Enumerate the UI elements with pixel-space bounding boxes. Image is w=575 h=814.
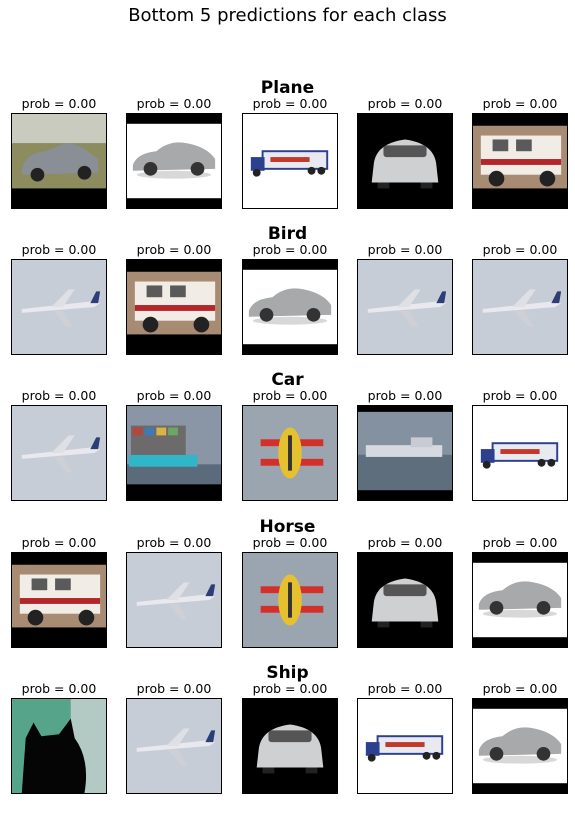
class-title-bird: Bird [267, 224, 308, 244]
prob-label: prob = 0.00 [21, 535, 97, 550]
thumbnail-airplane [126, 698, 222, 794]
prob-label: prob = 0.00 [252, 681, 328, 696]
prob-label: prob = 0.00 [367, 242, 443, 257]
prob-label: prob = 0.00 [252, 242, 328, 257]
thumbnail-fire-truck [472, 113, 568, 209]
thumbnail-sedan-car [11, 113, 107, 209]
thumbnail-biplane [242, 552, 338, 648]
thumbnail-airplane [126, 552, 222, 648]
thumbnail-truck [472, 405, 568, 501]
thumbnail-truck [357, 698, 453, 794]
thumbnail-ship [357, 405, 453, 501]
thumbnail-sports-car [242, 259, 338, 355]
class-title-horse: Horse [259, 517, 316, 537]
prob-label: prob = 0.00 [252, 535, 328, 550]
prob-label: prob = 0.00 [252, 96, 328, 111]
prob-label: prob = 0.00 [21, 242, 97, 257]
thumbnail-cat [11, 698, 107, 794]
class-title-plane: Plane [260, 78, 315, 98]
class-title-car: Car [271, 370, 304, 390]
thumbnail-truck [242, 113, 338, 209]
thumbnail-airplane [11, 259, 107, 355]
prob-label: prob = 0.00 [21, 681, 97, 696]
prob-label: prob = 0.00 [136, 535, 212, 550]
thumbnail-sports-car [472, 552, 568, 648]
prob-label: prob = 0.00 [482, 535, 558, 550]
prob-label: prob = 0.00 [252, 388, 328, 403]
prob-label: prob = 0.00 [21, 388, 97, 403]
thumbnail-sports-car [472, 698, 568, 794]
prob-label: prob = 0.00 [367, 535, 443, 550]
prob-label: prob = 0.00 [482, 96, 558, 111]
thumbnail-sports-car-front [357, 552, 453, 648]
prob-label: prob = 0.00 [21, 96, 97, 111]
prob-label: prob = 0.00 [482, 242, 558, 257]
thumbnail-sports-car-front [242, 698, 338, 794]
thumbnail-sports-car-front [357, 113, 453, 209]
thumbnail-biplane [242, 405, 338, 501]
prob-label: prob = 0.00 [367, 388, 443, 403]
figure-title: Bottom 5 predictions for each class [128, 5, 447, 26]
prob-label: prob = 0.00 [367, 681, 443, 696]
class-title-ship: Ship [266, 663, 309, 683]
thumbnail-airplane [11, 405, 107, 501]
thumbnail-fire-truck [126, 259, 222, 355]
prob-label: prob = 0.00 [136, 242, 212, 257]
thumbnail-airplane [357, 259, 453, 355]
thumbnail-fire-truck [11, 552, 107, 648]
thumbnail-sports-car [126, 113, 222, 209]
prob-label: prob = 0.00 [482, 681, 558, 696]
prob-label: prob = 0.00 [136, 388, 212, 403]
prob-label: prob = 0.00 [482, 388, 558, 403]
prob-label: prob = 0.00 [136, 96, 212, 111]
thumbnail-container-ship [126, 405, 222, 501]
prob-label: prob = 0.00 [136, 681, 212, 696]
thumbnail-airplane [472, 259, 568, 355]
prob-label: prob = 0.00 [367, 96, 443, 111]
